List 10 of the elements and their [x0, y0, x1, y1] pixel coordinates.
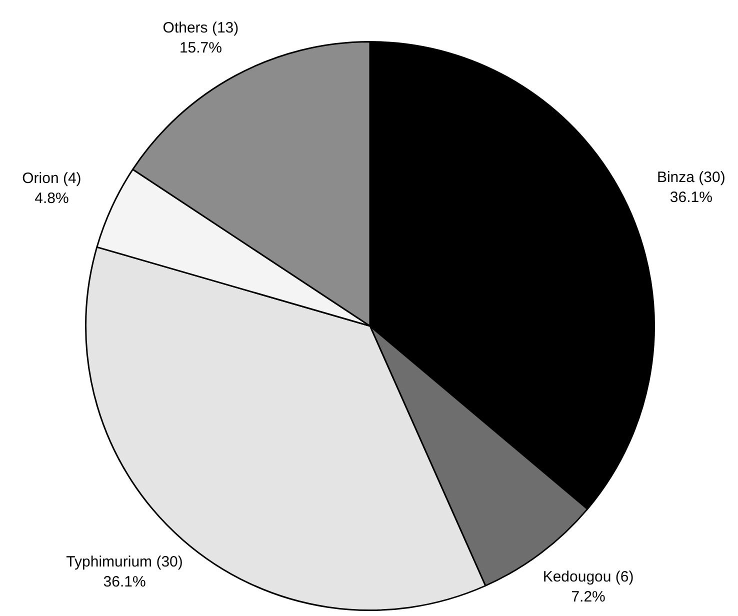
- slice-label: Typhimurium (30): [66, 554, 183, 571]
- slice-label: Others (13): [162, 19, 239, 36]
- data-label: 15.7%: [179, 39, 222, 56]
- slice-label: Orion (4): [22, 170, 82, 188]
- data-label: 4.8%: [34, 190, 69, 208]
- data-label: 36.1%: [670, 189, 712, 206]
- slice-label: Binza (30): [656, 169, 726, 186]
- data-label: 36.1%: [103, 574, 146, 591]
- data-label: 7.2%: [571, 588, 606, 606]
- slice-label: Kedougou (6): [542, 568, 634, 586]
